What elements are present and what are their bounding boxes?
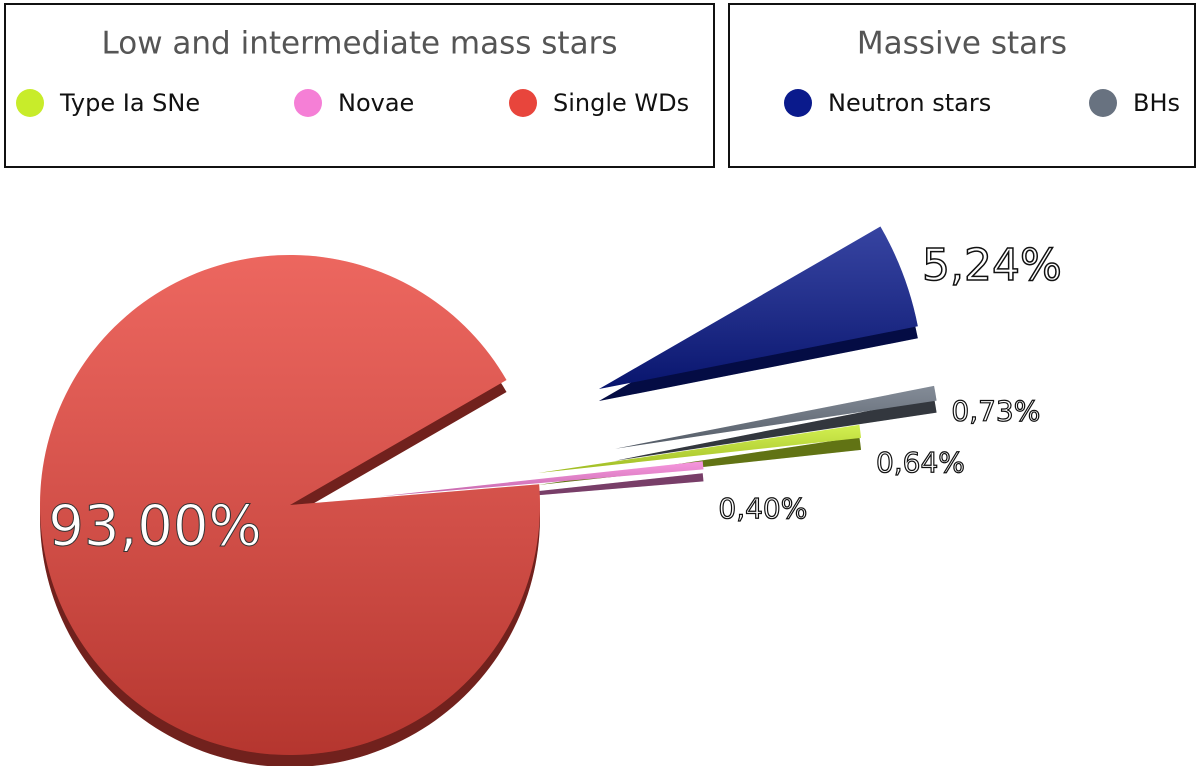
- slice-shade: [598, 226, 918, 390]
- legend-label: Neutron stars: [828, 89, 991, 117]
- value-label: 0,40%: [718, 492, 807, 525]
- legend-box: [4, 3, 715, 168]
- legend-swatch: [784, 89, 812, 117]
- slice-side-shade: [615, 397, 937, 461]
- legend-label: Type Ia SNe: [59, 89, 200, 117]
- slice-side: [615, 397, 937, 461]
- slice-shade: [615, 385, 937, 449]
- value-label: 0,73%: [951, 394, 1040, 427]
- legend-swatch: [16, 89, 44, 117]
- legend-box: [728, 3, 1196, 168]
- slice-shade: [40, 254, 540, 755]
- legend-swatch: [294, 89, 322, 117]
- slice-shade: [379, 461, 704, 497]
- legend-swatch: [1089, 89, 1117, 117]
- legend-label: BHs: [1133, 89, 1180, 117]
- legend-swatch: [509, 89, 537, 117]
- value-label: 93,00%: [48, 494, 262, 559]
- slice-shade: [537, 424, 862, 473]
- legend-title: Low and intermediate mass stars: [102, 26, 618, 62]
- value-label: 0,64%: [876, 446, 965, 479]
- legend-label: Novae: [338, 89, 414, 117]
- value-label: 5,24%: [922, 240, 1062, 291]
- legend-title: Massive stars: [857, 26, 1067, 62]
- legend-label: Single WDs: [553, 89, 689, 117]
